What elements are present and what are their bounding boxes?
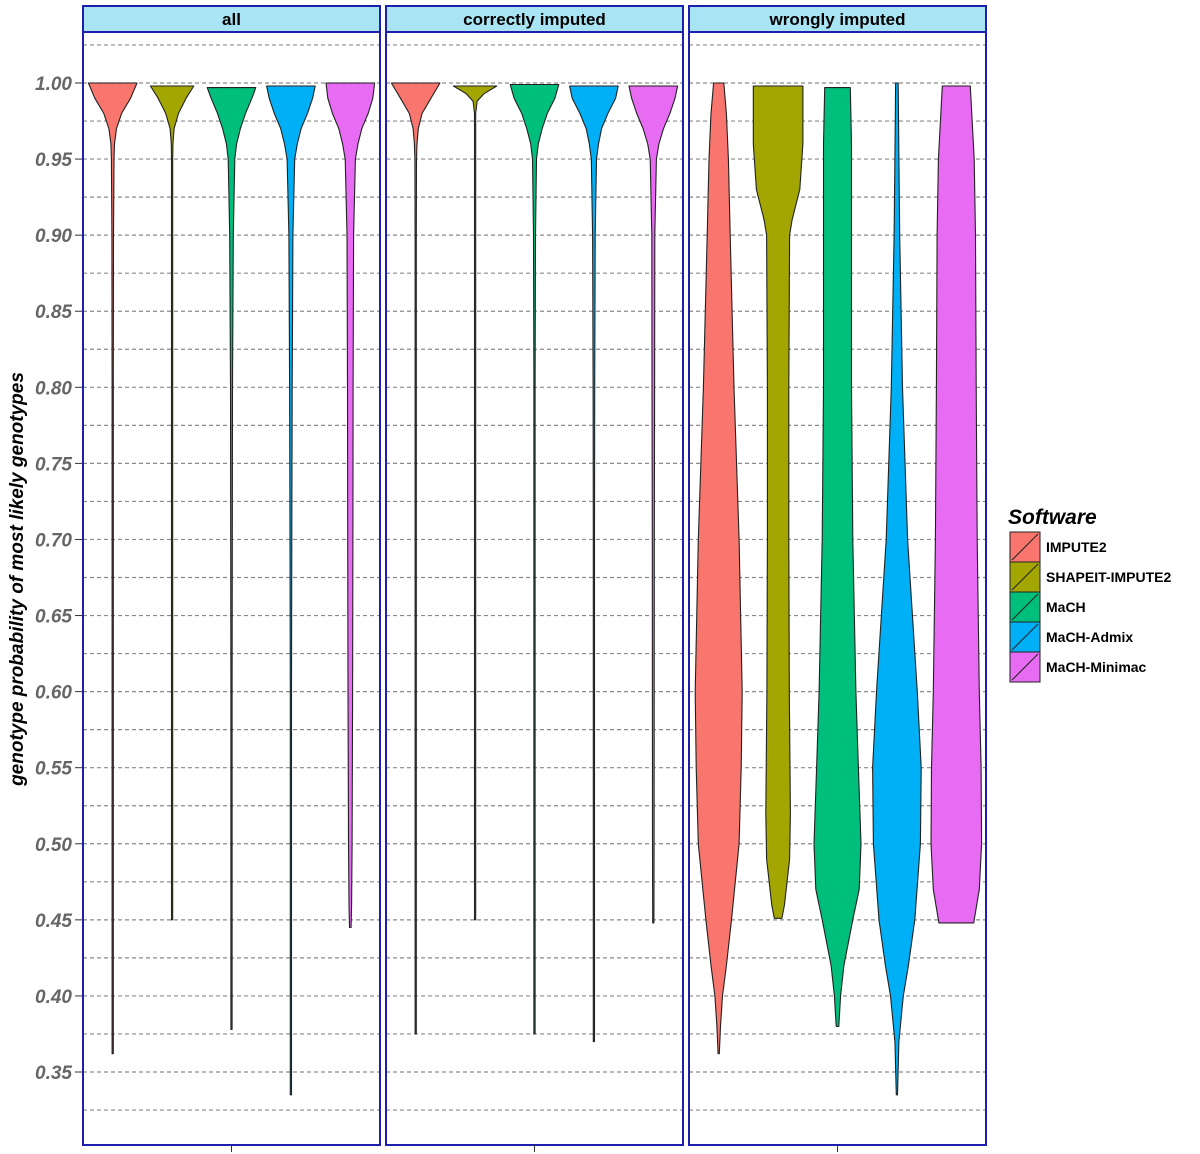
y-axis: 0.35 0.40 0.45 0.50 0.55 0.60 0.65 0.70 0.75 0.80… (35, 74, 82, 1084)
legend-label: IMPUTE2 (1046, 539, 1107, 555)
violin-mach-admix (872, 82, 922, 1096)
y-tick-label: 0.70 (35, 530, 72, 551)
y-tick-label: 0.35 (35, 1063, 72, 1084)
facet-panel: wrongly imputed (688, 5, 987, 1152)
legend-label: MaCH (1046, 599, 1086, 615)
facet-strip-label: wrongly imputed (769, 10, 906, 29)
violin-mach (813, 87, 862, 1027)
violin-impute2 (87, 82, 138, 1055)
legend-swatch-stroke (1011, 653, 1039, 681)
legend-item: MaCH (1009, 591, 1086, 623)
facet-strip-label: correctly imputed (463, 10, 606, 29)
y-tick-label: 0.55 (35, 759, 72, 780)
violin-shapeit-impute2 (452, 85, 498, 921)
violin-mach-admix (569, 85, 619, 1043)
y-axis-label: genotype probability of most likely geno… (7, 372, 28, 787)
y-tick-label: 1.00 (35, 74, 72, 95)
legend-item: IMPUTE2 (1009, 531, 1107, 563)
legend-swatch-stroke (1011, 533, 1039, 561)
y-tick-label: 0.50 (35, 835, 72, 856)
legend-item: SHAPEIT-IMPUTE2 (1009, 561, 1171, 593)
facet-strip-label: all (222, 10, 241, 29)
violin-mach (206, 87, 257, 1030)
y-tick-label: 0.45 (35, 911, 72, 932)
violin-shapeit-impute2 (752, 85, 804, 919)
facet-panel: all (82, 5, 381, 1152)
y-tick-label: 0.60 (35, 683, 72, 704)
violin-mach-minimac (628, 85, 679, 924)
y-tick-label: 0.80 (35, 378, 72, 399)
violin-mach (509, 83, 560, 1035)
violin-impute2 (390, 82, 441, 1035)
violin-mach-admix (266, 85, 316, 1096)
y-tick-label: 0.95 (35, 150, 72, 171)
legend-swatch-stroke (1011, 623, 1039, 651)
legend-label: MaCH-Minimac (1046, 659, 1147, 675)
facet-strip (688, 5, 987, 33)
facet-panel: correctly imputed (385, 5, 684, 1152)
legend-label: MaCH-Admix (1046, 629, 1133, 645)
legend-item: MaCH-Admix (1009, 621, 1133, 653)
y-tick-label: 0.75 (35, 454, 72, 475)
legend: Software IMPUTE2 SHAPEIT-IMPUTE2 MaCH MaCH-… (1008, 506, 1171, 683)
violin-impute2 (694, 82, 743, 1055)
legend-title: Software (1008, 506, 1097, 529)
violin-shapeit-impute2 (149, 85, 195, 921)
y-tick-label: 0.85 (35, 302, 72, 323)
violin-mach-minimac (930, 85, 983, 924)
y-tick-label: 0.65 (35, 607, 72, 628)
legend-swatch-stroke (1011, 593, 1039, 621)
violin-mach-minimac (325, 82, 376, 929)
y-tick-label: 0.90 (35, 226, 72, 247)
legend-item: MaCH-Minimac (1009, 651, 1147, 683)
y-tick-label: 0.40 (35, 987, 72, 1008)
facet-panels: all correctly imputed wrongly imputed (82, 5, 987, 1152)
legend-swatch-stroke (1011, 563, 1039, 591)
legend-label: SHAPEIT-IMPUTE2 (1046, 569, 1171, 585)
